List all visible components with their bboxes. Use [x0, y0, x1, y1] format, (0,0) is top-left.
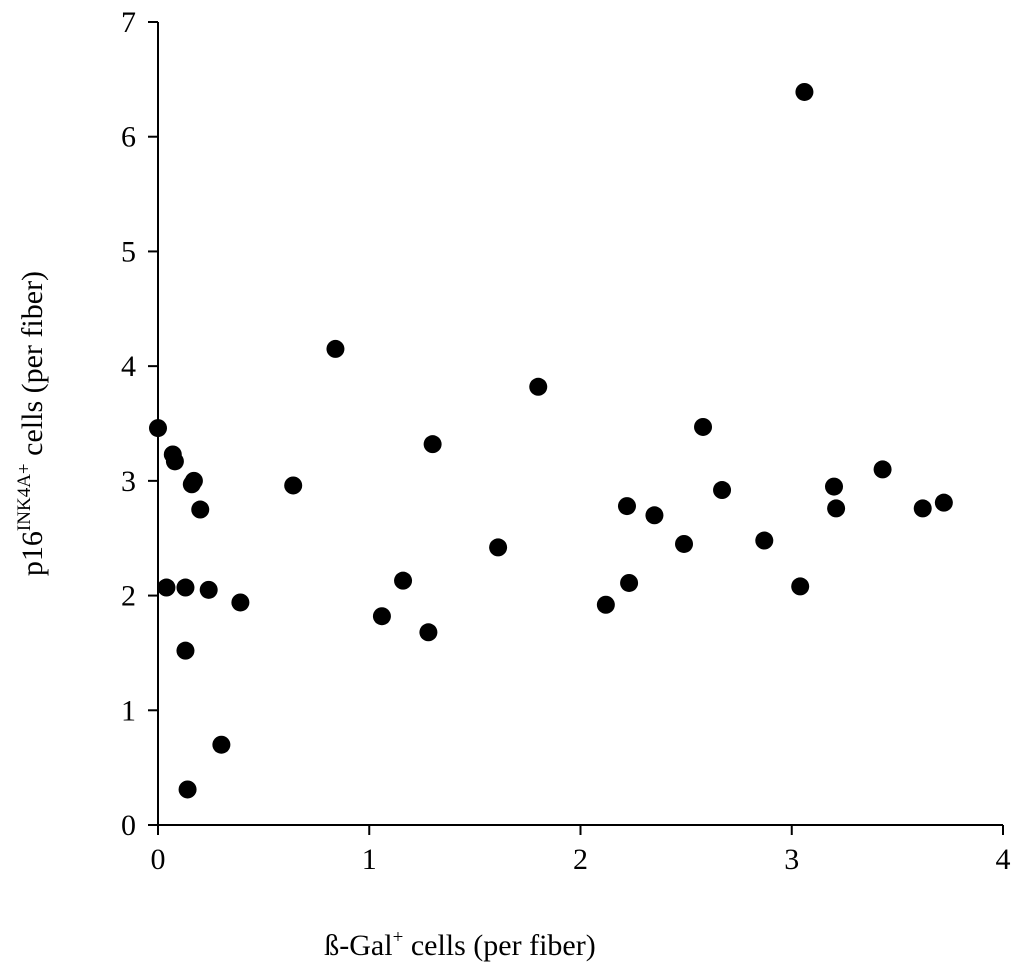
- data-point: [372, 607, 391, 626]
- y-tick-label: 2: [121, 580, 136, 613]
- data-point: [713, 481, 732, 500]
- data-point: [394, 571, 413, 590]
- y-tick-label: 6: [121, 121, 136, 154]
- x-axis-title-rest: cells (per fiber): [403, 929, 595, 962]
- data-point: [873, 460, 892, 479]
- data-point: [934, 493, 953, 512]
- data-point: [596, 595, 615, 614]
- y-tick-label: 4: [121, 350, 136, 383]
- data-point: [212, 735, 231, 754]
- data-point: [191, 500, 210, 519]
- data-point: [617, 497, 636, 516]
- data-point: [231, 593, 250, 612]
- x-axis-title-superscript: +: [393, 927, 404, 948]
- data-point: [791, 577, 810, 596]
- x-tick-label: 2: [573, 843, 588, 876]
- data-point: [489, 538, 508, 557]
- data-point: [694, 417, 713, 436]
- x-tick-label: 4: [996, 843, 1011, 876]
- y-tick-label: 1: [121, 694, 136, 727]
- data-point: [326, 339, 345, 358]
- data-point: [529, 377, 548, 396]
- data-point: [675, 534, 694, 553]
- y-tick-label: 0: [121, 809, 136, 842]
- data-point: [827, 499, 846, 518]
- x-tick-label: 3: [784, 843, 799, 876]
- x-axis: 0 1 2 3 4: [151, 824, 1011, 876]
- data-point: [176, 641, 195, 660]
- data-point: [795, 82, 814, 101]
- data-point: [825, 477, 843, 496]
- data-point: [645, 506, 664, 525]
- y-tick-label: 3: [121, 465, 136, 498]
- data-point: [178, 780, 197, 799]
- data-point: [149, 419, 167, 438]
- data-point: [423, 435, 442, 454]
- x-tick-label: 1: [362, 843, 377, 876]
- data-point: [913, 499, 932, 518]
- data-point: [419, 623, 438, 642]
- y-tick-label: 5: [121, 235, 136, 268]
- y-tick-label: 7: [121, 6, 136, 39]
- data-point: [165, 452, 184, 471]
- x-tick-label: 0: [151, 843, 166, 876]
- y-axis-title-main: p16: [16, 531, 49, 576]
- y-axis-title: p16INK4A+ cells (per fiber): [14, 271, 49, 576]
- data-point: [620, 573, 639, 592]
- data-point: [284, 476, 303, 495]
- x-axis-title-main: ß-Gal: [324, 929, 392, 962]
- data-point: [199, 580, 218, 599]
- data-points: [149, 82, 953, 799]
- data-point: [184, 471, 203, 490]
- y-axis: 0 1 2 3 4 5 6 7: [121, 6, 159, 842]
- data-point: [157, 578, 176, 597]
- y-axis-title-rest: cells (per fiber): [16, 271, 49, 463]
- data-point: [755, 531, 774, 550]
- data-point: [176, 578, 195, 597]
- x-axis-title: ß-Gal+ cells (per fiber): [324, 927, 595, 962]
- y-axis-title-superscript: INK4A+: [14, 463, 35, 531]
